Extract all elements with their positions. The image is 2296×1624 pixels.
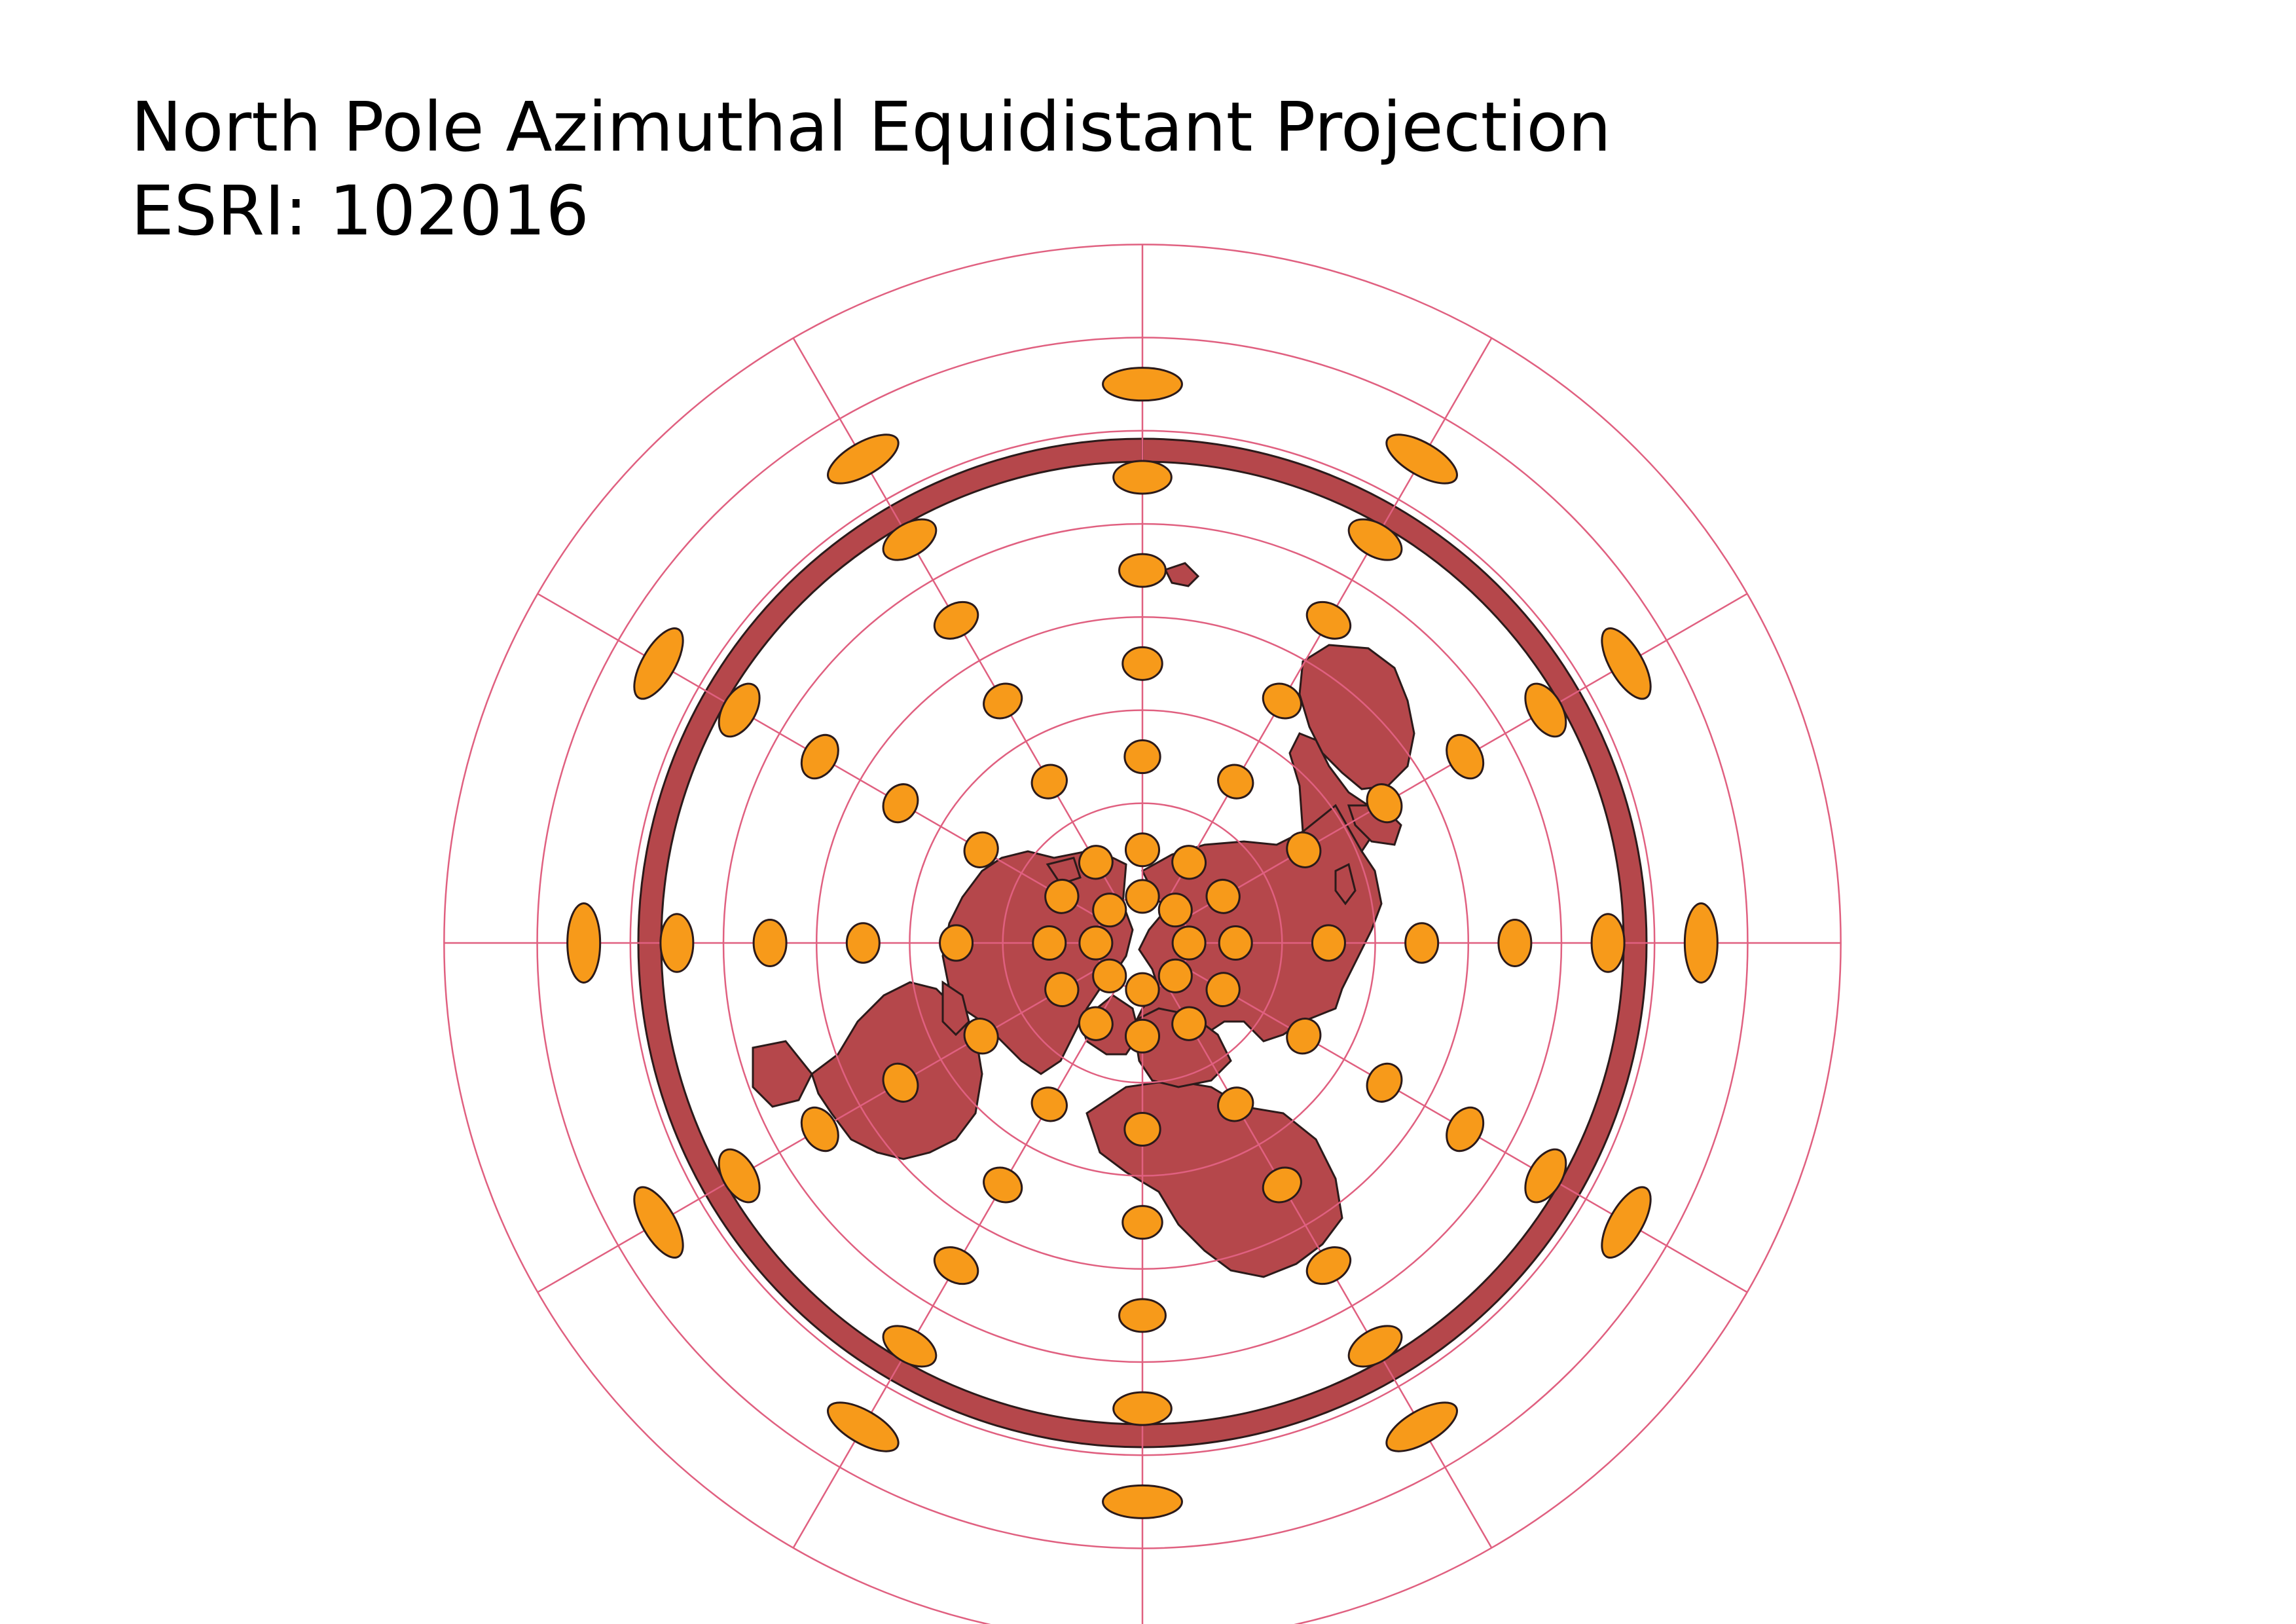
tissot-ellipse <box>1118 1298 1167 1333</box>
tissot-ellipse <box>1125 972 1160 1007</box>
land-patagonia <box>752 1040 813 1108</box>
tissot-ellipse <box>1601 1186 1652 1259</box>
tissot-ellipse <box>1121 646 1163 681</box>
tissot-ellipse <box>827 1401 900 1452</box>
tissot-ellipse <box>1205 879 1241 914</box>
tissot-ellipse <box>633 1186 684 1259</box>
tissot-ellipse <box>1446 733 1485 780</box>
tissot-ellipse <box>752 919 788 967</box>
tissot-ellipse <box>1366 783 1403 824</box>
title-block: North Pole Azimuthal Equidistant Project… <box>131 85 1611 253</box>
tissot-ellipse <box>1044 879 1080 914</box>
tissot-ellipse <box>882 1062 919 1103</box>
tissot-ellipse <box>827 434 900 485</box>
tissot-ellipse <box>983 682 1023 720</box>
tissot-ellipse <box>939 924 974 962</box>
tissot-ellipse <box>882 783 919 824</box>
map-subtitle: ESRI: 102016 <box>131 171 589 251</box>
tissot-ellipse <box>1125 879 1160 914</box>
tissot-ellipse <box>1262 682 1302 720</box>
tissot-ellipse <box>1347 1325 1403 1368</box>
tissot-ellipse <box>1171 845 1207 880</box>
map-title: North Pole Azimuthal Equidistant Project… <box>131 87 1611 167</box>
tissot-ellipse <box>1217 1086 1254 1122</box>
tissot-ellipse <box>800 1106 839 1153</box>
tissot-ellipse <box>1286 1018 1322 1055</box>
tissot-ellipse <box>1157 958 1193 993</box>
tissot-ellipse <box>1123 739 1161 775</box>
tissot-ellipse <box>718 682 761 738</box>
tissot-ellipse <box>1044 972 1080 1007</box>
tissot-ellipse <box>1205 972 1241 1007</box>
tissot-ellipse <box>1262 1166 1302 1204</box>
tissot-ellipse <box>1305 600 1352 640</box>
tissot-ellipse <box>1123 1111 1161 1147</box>
tissot-ellipse <box>1124 832 1161 868</box>
tissot-ellipse <box>1305 1246 1352 1285</box>
tissot-ellipse <box>1218 925 1253 961</box>
tissot-ellipse <box>1497 919 1533 967</box>
tissot-ellipse <box>963 831 999 868</box>
tissot-ellipse <box>1347 518 1403 561</box>
tissot-ellipse <box>1078 1006 1114 1041</box>
tissot-ellipse <box>1524 1148 1567 1204</box>
tissot-ellipse <box>963 1018 999 1055</box>
tissot-ellipse <box>1311 924 1346 962</box>
tissot-ellipse <box>1112 460 1173 495</box>
tissot-ellipse <box>1118 553 1167 588</box>
tissot-ellipse <box>566 902 602 984</box>
land-new-zealand <box>1163 562 1200 587</box>
tissot-ellipse <box>1121 1205 1163 1240</box>
tissot-ellipse <box>1124 1018 1161 1054</box>
tissot-ellipse <box>1078 845 1114 880</box>
tissot-ellipse <box>1078 925 1114 961</box>
tissot-ellipse <box>1102 367 1183 402</box>
tissot-ellipse <box>1171 925 1207 961</box>
tissot-ellipse <box>882 1325 938 1368</box>
tissot-ellipse <box>983 1166 1023 1204</box>
tissot-ellipse <box>1171 1006 1207 1041</box>
tissot-ellipse <box>1385 1401 1458 1452</box>
tissot-ellipses <box>566 367 1719 1519</box>
tissot-ellipse <box>1092 893 1127 928</box>
tissot-ellipse <box>800 733 839 780</box>
tissot-ellipse <box>1601 627 1652 700</box>
tissot-ellipse <box>933 600 979 640</box>
tissot-ellipse <box>1524 682 1567 738</box>
tissot-ellipse <box>1112 1391 1173 1426</box>
tissot-ellipse <box>1030 1086 1068 1122</box>
tissot-ellipse <box>845 922 881 964</box>
land-arctic-islands <box>1046 857 1082 885</box>
tissot-ellipse <box>1404 922 1440 964</box>
tissot-ellipse <box>1030 764 1068 800</box>
land-australia <box>1298 644 1415 790</box>
tissot-ellipse <box>1590 913 1626 973</box>
tissot-ellipse <box>1366 1062 1403 1103</box>
land-japan <box>1334 862 1357 906</box>
tissot-ellipse <box>1102 1484 1183 1519</box>
tissot-ellipse <box>1446 1106 1485 1153</box>
tissot-ellipse <box>718 1148 761 1204</box>
land-central-america <box>941 980 970 1037</box>
tissot-ellipse <box>1683 902 1719 984</box>
tissot-ellipse <box>1157 893 1193 928</box>
tissot-ellipse <box>1385 434 1458 485</box>
tissot-ellipse <box>1032 925 1067 961</box>
tissot-ellipse <box>933 1246 979 1285</box>
tissot-ellipse <box>633 627 684 700</box>
tissot-ellipse <box>882 518 938 561</box>
tissot-ellipse <box>659 913 695 973</box>
tissot-ellipse <box>1217 764 1254 800</box>
tissot-ellipse <box>1286 831 1322 868</box>
tissot-ellipse <box>1092 958 1127 993</box>
